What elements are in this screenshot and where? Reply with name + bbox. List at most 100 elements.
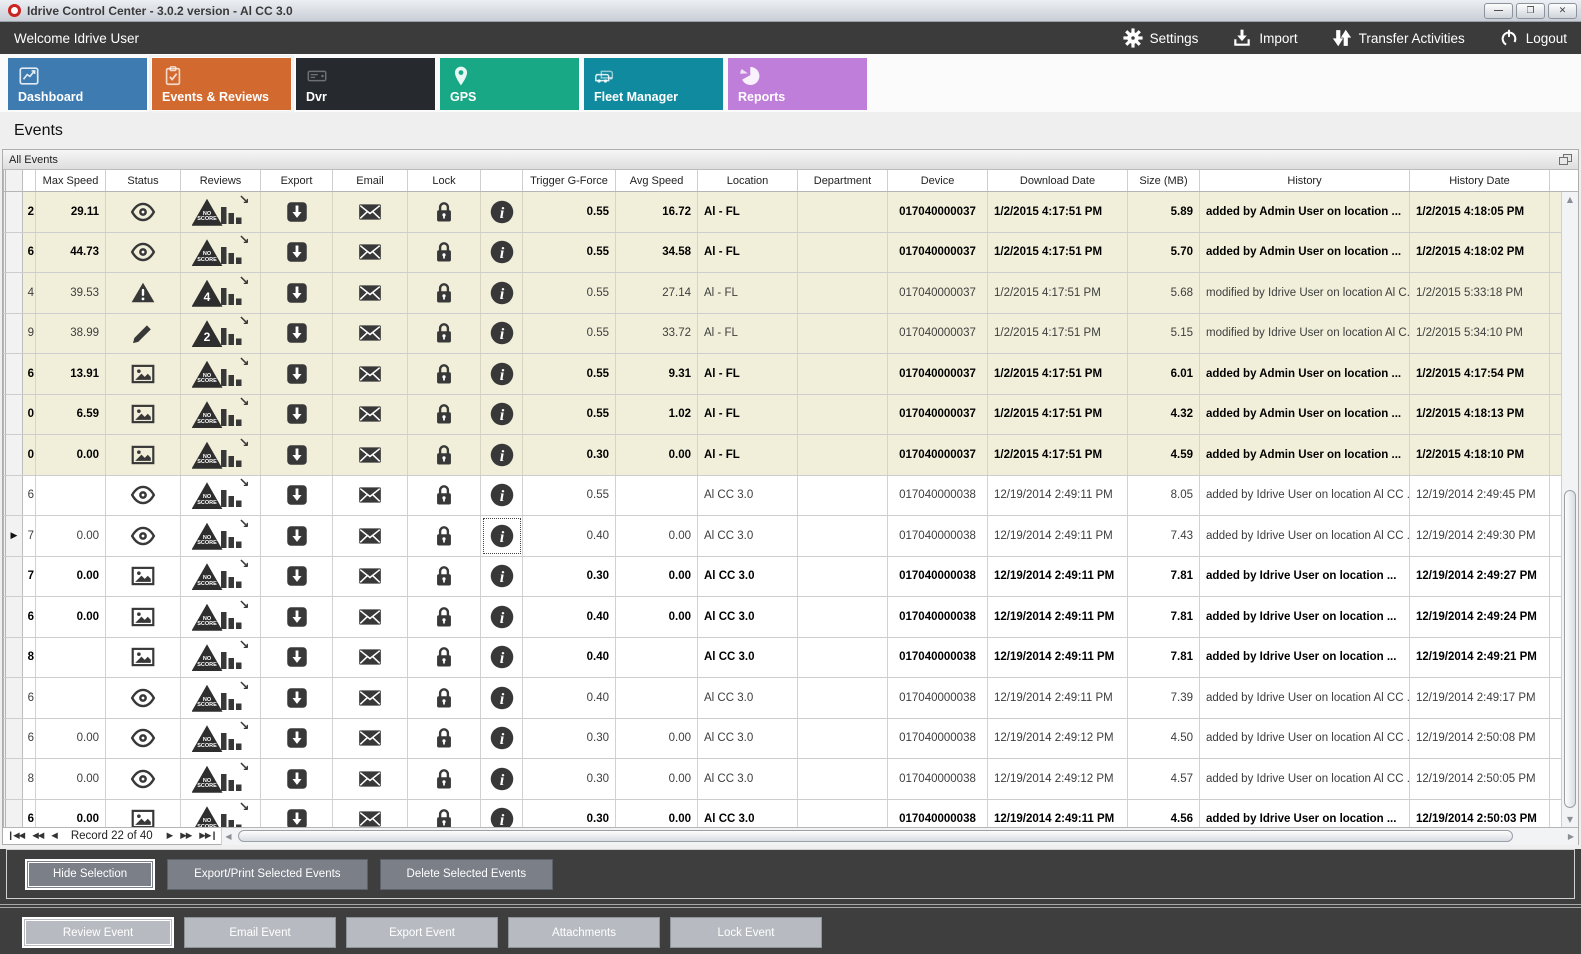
cell-info[interactable] <box>481 394 523 434</box>
column-header-avg-speed[interactable]: Avg Speed <box>616 170 698 191</box>
cell-info[interactable] <box>481 192 523 232</box>
cell-email[interactable] <box>333 678 408 718</box>
cell-export[interactable] <box>261 232 333 272</box>
cell-lock[interactable] <box>408 273 481 313</box>
cell-export[interactable] <box>261 597 333 637</box>
cell-info[interactable] <box>481 678 523 718</box>
cell-export[interactable] <box>261 516 333 556</box>
cell-reviews[interactable]: NO SCORE ↘ <box>181 475 261 515</box>
column-header-status[interactable]: Status <box>106 170 181 191</box>
close-button[interactable]: ✕ <box>1548 2 1577 19</box>
cell-export[interactable] <box>261 637 333 677</box>
cell-export[interactable] <box>261 313 333 353</box>
cell-email[interactable] <box>333 354 408 394</box>
event-row[interactable]: 6 NO SCORE ↘ 0.55 Al CC 3.0 017040000038 12/19/… <box>3 475 1578 516</box>
cell-lock[interactable] <box>408 435 481 475</box>
restore-panel-icon[interactable] <box>1559 154 1572 165</box>
tab-fleet-manager[interactable]: Fleet Manager <box>584 58 723 110</box>
cell-info[interactable] <box>481 273 523 313</box>
cell-info[interactable] <box>481 516 523 556</box>
event-row[interactable]: 6 13.91 NO SCORE ↘ 0.55 9.31 Al - FL 01704000003… <box>3 354 1578 395</box>
import-button[interactable]: Import <box>1232 28 1298 48</box>
cell-reviews[interactable]: NO SCORE ↘ <box>181 516 261 556</box>
cell-reviews[interactable]: NO SCORE ↘ <box>181 232 261 272</box>
cell-export[interactable] <box>261 192 333 232</box>
tab-dvr[interactable]: Dvr <box>296 58 435 110</box>
column-header-email[interactable]: Email <box>333 170 408 191</box>
cell-email[interactable] <box>333 435 408 475</box>
cell-lock[interactable] <box>408 354 481 394</box>
cell-email[interactable] <box>333 718 408 758</box>
horizontal-scrollbar[interactable]: ◀ ▶ <box>220 827 1578 845</box>
tab-reports[interactable]: Reports <box>728 58 867 110</box>
event-row[interactable]: 8 0.00 NO SCORE ↘ 0.30 0.00 Al CC 3.0 0170400000… <box>3 759 1578 800</box>
column-header-department[interactable]: Department <box>798 170 888 191</box>
cell-reviews[interactable]: NO SCORE ↘ <box>181 759 261 799</box>
column-header-history-date[interactable]: History Date <box>1410 170 1550 191</box>
column-header-reviews[interactable]: Reviews <box>181 170 261 191</box>
cell-lock[interactable] <box>408 799 481 827</box>
cell-email[interactable] <box>333 799 408 827</box>
tab-dashboard[interactable]: Dashboard <box>8 58 147 110</box>
previous-page-icon[interactable]: ◀◀ <box>32 831 44 841</box>
horizontal-scroll-thumb[interactable] <box>237 829 1513 842</box>
cell-email[interactable] <box>333 759 408 799</box>
cell-lock[interactable] <box>408 516 481 556</box>
cell-info[interactable] <box>481 637 523 677</box>
cell-info[interactable] <box>481 475 523 515</box>
review-event-button[interactable]: Review Event <box>22 917 174 948</box>
attachments-button[interactable]: Attachments <box>508 917 660 948</box>
cell-email[interactable] <box>333 232 408 272</box>
column-header-location[interactable]: Location <box>698 170 798 191</box>
cell-info[interactable] <box>481 759 523 799</box>
column-header-export[interactable]: Export <box>261 170 333 191</box>
cell-info[interactable] <box>481 313 523 353</box>
event-row[interactable]: 0 0.00 NO SCORE ↘ 0.30 0.00 Al - FL 017040000037… <box>3 435 1578 476</box>
cell-reviews[interactable]: NO SCORE ↘ <box>181 354 261 394</box>
event-row[interactable]: 7 0.00 NO SCORE ↘ 0.30 0.00 Al CC 3.0 0170400000… <box>3 556 1578 597</box>
column-header-blank[interactable] <box>23 170 36 191</box>
cell-info[interactable] <box>481 556 523 596</box>
cell-email[interactable] <box>333 394 408 434</box>
cell-reviews[interactable]: NO SCORE ↘ <box>181 718 261 758</box>
cell-export[interactable] <box>261 475 333 515</box>
cell-info[interactable] <box>481 435 523 475</box>
cell-reviews[interactable]: 2 ↘ <box>181 313 261 353</box>
column-header-trigger-g-force[interactable]: Trigger G-Force <box>523 170 616 191</box>
next-page-icon[interactable]: ▶▶ <box>180 831 192 841</box>
last-record-icon[interactable]: ▶▶❙ <box>199 831 217 841</box>
cell-email[interactable] <box>333 597 408 637</box>
event-row[interactable]: 9 38.99 2 ↘ 0.55 33.72 Al - FL 017040000037 1/2/… <box>3 313 1578 354</box>
event-row[interactable]: 6 0.00 NO SCORE ↘ 0.30 0.00 Al CC 3.0 0170400000… <box>3 718 1578 759</box>
cell-lock[interactable] <box>408 597 481 637</box>
cell-export[interactable] <box>261 394 333 434</box>
delete-selected-button[interactable]: Delete Selected Events <box>379 858 554 890</box>
cell-info[interactable] <box>481 799 523 827</box>
scroll-left-icon[interactable]: ◀ <box>225 831 232 841</box>
cell-reviews[interactable]: NO SCORE ↘ <box>181 435 261 475</box>
cell-export[interactable] <box>261 435 333 475</box>
next-record-icon[interactable]: ▶ <box>166 831 174 841</box>
column-header-lock[interactable]: Lock <box>408 170 481 191</box>
event-row[interactable]: 2 29.11 NO SCORE ↘ 0.55 16.72 Al - FL 0170400000… <box>3 192 1578 233</box>
cell-reviews[interactable]: NO SCORE ↘ <box>181 556 261 596</box>
maximize-button[interactable]: ❐ <box>1516 2 1545 19</box>
event-row[interactable]: 6 0.00 NO SCORE ↘ 0.30 0.00 Al CC 3.0 0170400000… <box>3 799 1578 827</box>
cell-lock[interactable] <box>408 637 481 677</box>
cell-lock[interactable] <box>408 313 481 353</box>
lock-event-button[interactable]: Lock Event <box>670 917 822 948</box>
cell-reviews[interactable]: NO SCORE ↘ <box>181 678 261 718</box>
cell-lock[interactable] <box>408 556 481 596</box>
cell-reviews[interactable]: NO SCORE ↘ <box>181 799 261 827</box>
cell-export[interactable] <box>261 678 333 718</box>
cell-export[interactable] <box>261 799 333 827</box>
cell-lock[interactable] <box>408 192 481 232</box>
minimize-button[interactable]: — <box>1484 2 1513 19</box>
settings-button[interactable]: Settings <box>1123 28 1198 48</box>
cell-reviews[interactable]: NO SCORE ↘ <box>181 637 261 677</box>
export-event-button[interactable]: Export Event <box>346 917 498 948</box>
vertical-scroll-thumb[interactable] <box>1564 490 1576 808</box>
column-header-history[interactable]: History <box>1200 170 1410 191</box>
hide-selection-button[interactable]: Hide Selection <box>25 858 156 890</box>
first-record-icon[interactable]: ❙◀◀ <box>7 831 25 841</box>
